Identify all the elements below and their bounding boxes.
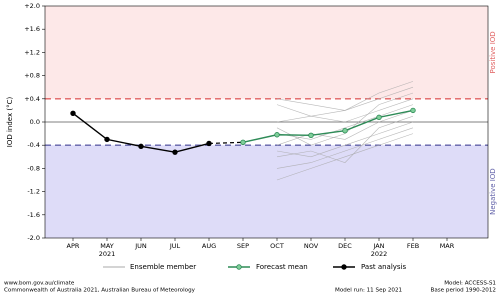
- ensemble-line: [276, 133, 414, 181]
- y-tick-label: +1.2: [24, 48, 40, 56]
- region-label: Negative IOD: [489, 168, 497, 215]
- y-tick-label: -2.0: [27, 234, 40, 242]
- x-tick-label: JUL: [169, 242, 181, 250]
- plot-frame: [44, 5, 489, 239]
- y-tick-label: +0.8: [24, 72, 40, 80]
- x-tick-label: SEP: [237, 242, 249, 250]
- x-tick-label: MAY: [100, 242, 114, 250]
- x-tick-label: APR: [67, 242, 80, 250]
- y-tick-label: +2.0: [24, 2, 40, 10]
- point: [138, 143, 144, 150]
- x-tick-label: AUG: [202, 242, 216, 250]
- footer-text: www.bom.gov.au/climate: [4, 281, 75, 287]
- x-tick-label: NOV: [304, 242, 319, 250]
- point: [104, 136, 110, 143]
- positive-region: [45, 6, 488, 99]
- legend-marker: [236, 264, 242, 270]
- y-tick-label: -0.4: [27, 141, 40, 149]
- ensemble-line: [276, 92, 414, 146]
- point: [70, 110, 76, 116]
- point: [240, 139, 246, 145]
- region-label: Positive IOD: [489, 31, 497, 73]
- point: [274, 132, 280, 138]
- point: [206, 140, 212, 147]
- point: [342, 127, 348, 134]
- ensemble-line: [276, 115, 414, 163]
- y-tick-label: -1.2: [27, 188, 40, 196]
- ensemble-line: [276, 98, 414, 123]
- x-tick-label: OCT: [270, 242, 284, 250]
- ensemble-line: [276, 121, 414, 158]
- connector: [208, 141, 244, 145]
- y-axis-label: IOD index (°C): [6, 97, 14, 148]
- x-tick-label: JUN: [134, 242, 147, 250]
- y-tick-label: -0.8: [27, 164, 40, 172]
- negative-region: [45, 145, 488, 238]
- legend-label: Past analysis: [361, 263, 407, 271]
- ensemble-line: [276, 81, 414, 111]
- x-tick-year: 2021: [99, 250, 116, 258]
- legend-label: Ensemble member: [130, 263, 196, 271]
- y-tick-label: -1.6: [27, 211, 40, 219]
- footer-text: Model: ACCESS-S1: [444, 281, 496, 287]
- point: [376, 114, 382, 121]
- ensemble-line: [276, 127, 414, 169]
- x-tick-label: DEC: [338, 242, 352, 250]
- legend-label: Forecast mean: [256, 263, 308, 271]
- point: [308, 132, 314, 139]
- footer-text: Commonwealth of Australia 2021, Australi…: [4, 288, 196, 294]
- footer-text: Base period 1990-2012: [431, 288, 497, 294]
- point: [410, 107, 416, 114]
- legend-marker: [341, 264, 347, 270]
- y-tick-label: +1.6: [24, 25, 40, 33]
- series-line: [242, 109, 414, 143]
- footer-text: Model run: 11 Sep 2021: [335, 288, 403, 294]
- y-tick-label: +0.4: [24, 95, 40, 103]
- x-tick-label: MAR: [440, 242, 455, 250]
- x-tick-label: FEB: [407, 242, 419, 250]
- point: [172, 149, 178, 155]
- x-tick-year: 2022: [371, 250, 388, 258]
- y-tick-label: 0.0: [30, 118, 40, 126]
- x-tick-label: JAN: [372, 242, 384, 250]
- ensemble-line: [276, 110, 414, 146]
